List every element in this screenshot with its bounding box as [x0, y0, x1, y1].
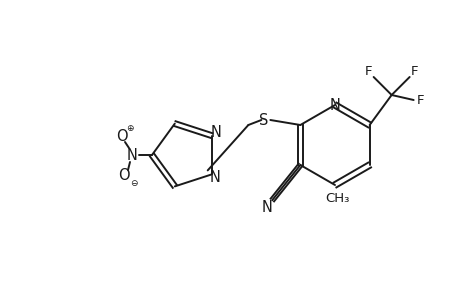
Text: F: F	[410, 64, 418, 77]
Text: N: N	[209, 170, 220, 185]
Text: F: F	[364, 64, 372, 77]
Text: N: N	[126, 148, 137, 163]
Text: N: N	[261, 200, 272, 215]
Text: ⊖: ⊖	[130, 179, 137, 188]
Text: CH₃: CH₃	[324, 193, 348, 206]
Text: N: N	[329, 98, 340, 112]
Text: N: N	[210, 125, 221, 140]
Text: F: F	[416, 94, 424, 106]
Text: O: O	[116, 128, 128, 143]
Text: ⊕: ⊕	[126, 124, 134, 133]
Text: O: O	[118, 169, 129, 184]
Text: S: S	[258, 112, 268, 128]
